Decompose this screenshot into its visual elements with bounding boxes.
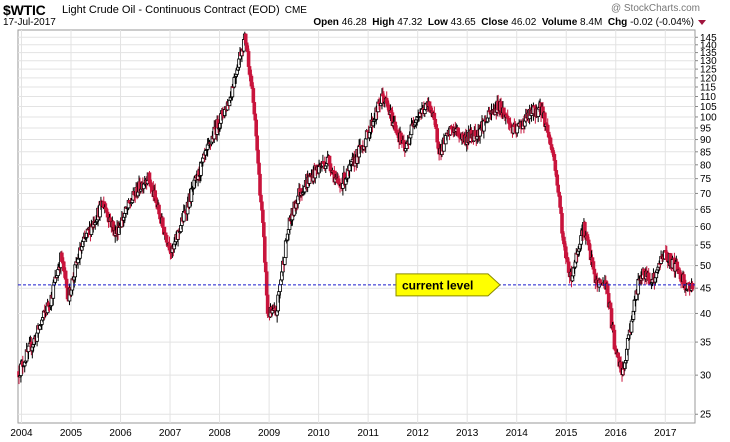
candle-body — [111, 221, 116, 228]
candle-body — [105, 211, 110, 218]
y-tick-label: 140 — [700, 40, 717, 51]
instrument-title: Light Crude Oil - Continuous Contract (E… — [62, 4, 280, 16]
high-value: 47.32 — [397, 17, 423, 28]
candle-body — [282, 257, 287, 265]
candle-body — [629, 320, 634, 333]
x-tick-label: 2012 — [407, 428, 430, 439]
x-tick-label: 2017 — [654, 428, 677, 439]
candle-body — [251, 88, 256, 103]
y-tick-label: 100 — [700, 112, 717, 123]
volume-value: 8.4M — [580, 17, 603, 28]
x-tick-label: 2015 — [555, 428, 578, 439]
brand-watermark: @ StockCharts.com — [610, 3, 700, 14]
y-tick-label: 115 — [700, 82, 716, 93]
y-tick-label: 105 — [700, 102, 717, 113]
y-tick-label: 35 — [700, 338, 712, 349]
open-value: 46.28 — [341, 17, 367, 28]
candle-body — [254, 119, 259, 137]
y-tick-label: 120 — [700, 73, 717, 84]
chart-header: $WTIC Light Crude Oil - Continuous Contr… — [0, 0, 730, 28]
x-tick-label: 2014 — [506, 428, 529, 439]
y-tick-label: 130 — [700, 56, 717, 67]
chg-value: -0.02 (-0.04%) — [630, 17, 694, 28]
current-level-callout — [395, 273, 501, 297]
candle-body — [164, 235, 169, 243]
down-arrow-icon — [698, 20, 706, 25]
candle-body — [552, 154, 557, 161]
current-level-label: current level — [402, 278, 473, 292]
instrument-name: Light Crude Oil - Continuous Contract (E… — [62, 4, 307, 16]
y-tick-label: 80 — [700, 160, 712, 171]
candle-body — [51, 284, 56, 299]
y-tick-label: 65 — [700, 205, 712, 216]
exchange: CME — [284, 5, 307, 16]
y-tick-label: 75 — [700, 174, 712, 185]
y-tick-label: 125 — [700, 65, 717, 76]
candle-body — [278, 284, 282, 292]
x-tick-label: 2013 — [456, 428, 479, 439]
y-tick-label: 95 — [700, 123, 712, 134]
candle-body — [393, 121, 398, 131]
symbol: $WTIC — [3, 2, 46, 18]
x-tick-label: 2008 — [208, 428, 231, 439]
candle-body — [153, 190, 158, 199]
high-label: High — [372, 17, 395, 28]
x-tick-label: 2011 — [357, 428, 379, 439]
chg-label: Chg — [607, 17, 628, 28]
x-tick-label: 2016 — [605, 428, 628, 439]
candle-body — [263, 261, 268, 273]
x-tick-label: 2009 — [258, 428, 281, 439]
candle-body — [64, 278, 69, 288]
y-tick-label: 50 — [700, 261, 712, 272]
low-value: 43.65 — [450, 17, 476, 28]
candle-body — [328, 163, 333, 172]
candle-body — [246, 51, 251, 67]
y-tick-label: 30 — [700, 371, 712, 382]
quote-stats: Open 46.28 High 47.32 Low 43.65 Close 46… — [313, 17, 694, 28]
y-tick-label: 110 — [700, 92, 716, 103]
y-tick-label: 45 — [700, 284, 712, 295]
x-tick-label: 2006 — [109, 428, 132, 439]
candle-body — [363, 138, 368, 148]
volume-label: Volume — [541, 17, 578, 28]
low-label: Low — [427, 17, 448, 28]
candle-body — [616, 352, 621, 358]
candle-body — [243, 33, 248, 44]
y-tick-label: 135 — [700, 48, 717, 59]
x-tick-label: 2004 — [10, 428, 33, 439]
candle-body — [230, 86, 235, 98]
candle-body — [557, 191, 561, 197]
open-label: Open — [313, 17, 339, 28]
close-value: 46.02 — [511, 17, 537, 28]
y-tick-label: 55 — [700, 241, 712, 252]
quote-date: 17-Jul-2017 — [3, 17, 56, 28]
candle-body — [408, 134, 413, 139]
candle-body — [262, 236, 267, 263]
close-label: Close — [481, 17, 509, 28]
y-tick-label: 70 — [700, 189, 712, 200]
candle-body — [26, 345, 31, 353]
y-tick-label: 25 — [700, 410, 712, 421]
y-tick-label: 85 — [700, 147, 712, 158]
y-tick-label: 60 — [700, 222, 712, 233]
x-tick-label: 2007 — [159, 428, 182, 439]
y-tick-label: 145 — [700, 33, 717, 44]
y-tick-label: 40 — [700, 309, 712, 320]
candle-body — [436, 141, 440, 149]
x-tick-label: 2005 — [60, 428, 83, 439]
candle-body — [646, 272, 651, 280]
candle-body — [690, 282, 695, 290]
y-tick-label: 90 — [700, 135, 712, 146]
x-tick-label: 2010 — [307, 428, 330, 439]
